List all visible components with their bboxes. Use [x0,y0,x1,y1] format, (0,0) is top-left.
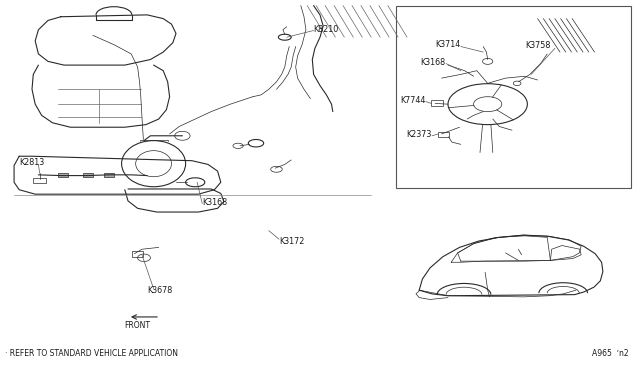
Text: K3172: K3172 [279,237,305,246]
Text: K2373: K2373 [406,130,431,139]
Text: K3758: K3758 [525,41,550,50]
Text: K8210: K8210 [314,25,339,34]
Text: K3168: K3168 [420,58,445,67]
Bar [83,173,93,177]
Bar [438,132,449,137]
Text: K7744: K7744 [400,96,426,105]
Text: FRONT: FRONT [125,321,150,330]
Text: K3678: K3678 [147,286,172,295]
Text: K2813: K2813 [19,158,44,167]
Text: K3714: K3714 [435,40,460,49]
Bar [132,251,143,257]
Text: K3168: K3168 [202,198,227,207]
Bar [396,6,631,188]
Bar [104,173,114,177]
Bar [431,100,443,106]
Bar [33,178,46,183]
Text: A965  ʼn2: A965 ʼn2 [592,349,628,358]
Bar [58,173,68,177]
Text: · REFER TO STANDARD VEHICLE APPLICATION: · REFER TO STANDARD VEHICLE APPLICATION [5,349,178,358]
